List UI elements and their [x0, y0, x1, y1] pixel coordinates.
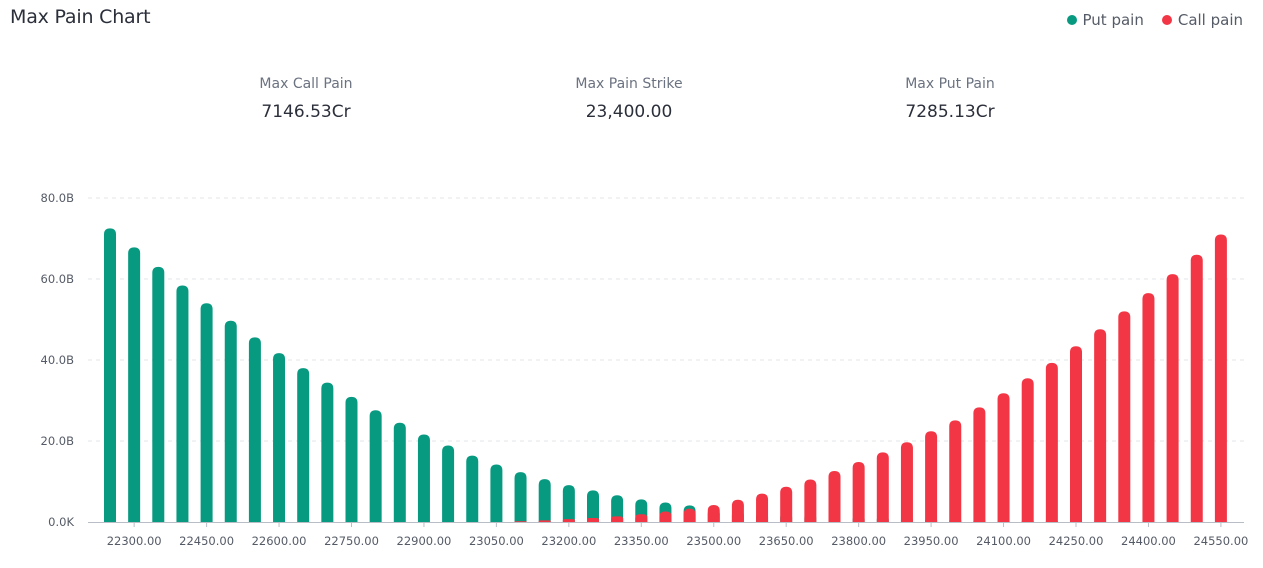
x-tick-label: 22600.00	[252, 534, 307, 548]
put-pain-bar	[369, 410, 382, 522]
x-tick-label: 24250.00	[1049, 534, 1104, 548]
put-pain-bar	[538, 479, 551, 522]
put-pain-bar	[152, 266, 165, 522]
put-pain-bar	[514, 472, 527, 522]
call-pain-bar	[973, 407, 986, 522]
stat-label: Max Pain Strike	[575, 76, 683, 92]
put-pain-bar	[104, 228, 116, 522]
chart-legend: Put pain Call pain	[1066, 11, 1243, 29]
legend-label-call-pain: Call pain	[1177, 11, 1243, 29]
x-tick-label: 23350.00	[614, 534, 669, 548]
call-pain-bar	[1070, 346, 1082, 522]
call-pain-bar	[514, 521, 527, 522]
x-tick-label: 23950.00	[904, 534, 959, 548]
x-tick-label: 23650.00	[759, 534, 814, 548]
call-pain-bar	[1166, 274, 1179, 522]
stat-label: Max Put Pain	[905, 76, 995, 92]
put-pain-bar	[248, 337, 261, 522]
x-tick-label: 22450.00	[179, 534, 234, 548]
put-pain-bar	[393, 422, 406, 522]
x-tick-label: 24400.00	[1121, 534, 1176, 548]
put-pain-bar	[128, 247, 141, 522]
put-pain-bar	[587, 490, 599, 522]
x-tick-label: 24100.00	[976, 534, 1031, 548]
y-tick-label: 60.0B	[41, 272, 75, 286]
stat-value: 7146.53Cr	[261, 102, 351, 122]
call-pain-bar	[1214, 234, 1227, 522]
page-title: Max Pain Chart	[10, 6, 151, 28]
call-pain-bar	[538, 520, 551, 522]
call-pain-bar	[611, 516, 624, 522]
put-pain-bar	[442, 445, 455, 522]
call-pain-dot-icon	[1161, 15, 1172, 25]
put-pain-bar	[297, 368, 310, 522]
put-pain-bar	[490, 464, 503, 522]
call-pain-bar	[780, 486, 793, 522]
call-pain-bar	[659, 511, 672, 522]
call-pain-bar	[997, 393, 1010, 522]
put-pain-bar	[417, 434, 430, 522]
call-pain-bar	[1094, 329, 1107, 522]
x-tick-label: 23500.00	[686, 534, 741, 548]
call-pain-bar	[1142, 293, 1155, 522]
stat-value: 23,400.00	[585, 102, 673, 122]
put-pain-bar	[345, 396, 358, 522]
y-tick-label: 40.0B	[41, 353, 75, 367]
call-pain-bar	[1118, 311, 1131, 522]
call-pain-bar	[949, 420, 962, 522]
put-pain-bar	[200, 303, 213, 522]
stat-max-put-pain: Max Put Pain 7285.13Cr	[840, 76, 1060, 122]
call-pain-bar	[1021, 378, 1034, 522]
call-pain-bar	[828, 470, 841, 522]
put-pain-bar	[611, 495, 624, 522]
call-pain-bar	[876, 452, 889, 522]
legend-item-call-pain[interactable]: Call pain	[1161, 11, 1243, 29]
call-pain-bar	[804, 479, 817, 522]
call-pain-bar	[683, 508, 696, 522]
stat-value: 7285.13Cr	[905, 102, 995, 122]
put-pain-bar	[466, 455, 479, 522]
x-tick-label: 23050.00	[469, 534, 524, 548]
call-pain-bar	[900, 442, 913, 522]
put-pain-bar	[273, 353, 286, 522]
x-tick-label: 23800.00	[831, 534, 886, 548]
legend-label-put-pain: Put pain	[1082, 11, 1144, 29]
put-pain-bar	[321, 382, 334, 522]
y-tick-label: 80.0B	[41, 191, 75, 205]
x-tick-label: 23200.00	[541, 534, 596, 548]
y-tick-label: 20.0B	[41, 434, 75, 448]
call-pain-bar	[756, 493, 769, 522]
call-pain-bar	[1045, 362, 1058, 522]
x-tick-label: 22300.00	[107, 534, 162, 548]
put-pain-dot-icon	[1066, 15, 1077, 25]
x-tick-label: 22900.00	[397, 534, 452, 548]
legend-item-put-pain[interactable]: Put pain	[1066, 11, 1144, 29]
call-pain-bar	[635, 514, 648, 522]
stat-max-call-pain: Max Call Pain 7146.53Cr	[196, 76, 416, 122]
call-pain-bar	[562, 519, 575, 522]
put-pain-bar	[176, 285, 189, 522]
call-pain-bar	[1190, 254, 1203, 522]
stat-label: Max Call Pain	[259, 76, 353, 92]
put-pain-bar	[562, 485, 575, 522]
call-pain-bar	[731, 499, 744, 522]
call-pain-bar	[707, 504, 720, 522]
put-pain-bar	[224, 320, 237, 522]
call-pain-bar	[587, 517, 599, 522]
x-tick-label: 24550.00	[1193, 534, 1248, 548]
y-tick-label: 0.0K	[48, 515, 74, 529]
x-tick-label: 22750.00	[324, 534, 379, 548]
call-pain-bar	[852, 462, 865, 522]
call-pain-bar	[925, 431, 938, 522]
stat-max-pain-strike: Max Pain Strike 23,400.00	[519, 76, 739, 122]
